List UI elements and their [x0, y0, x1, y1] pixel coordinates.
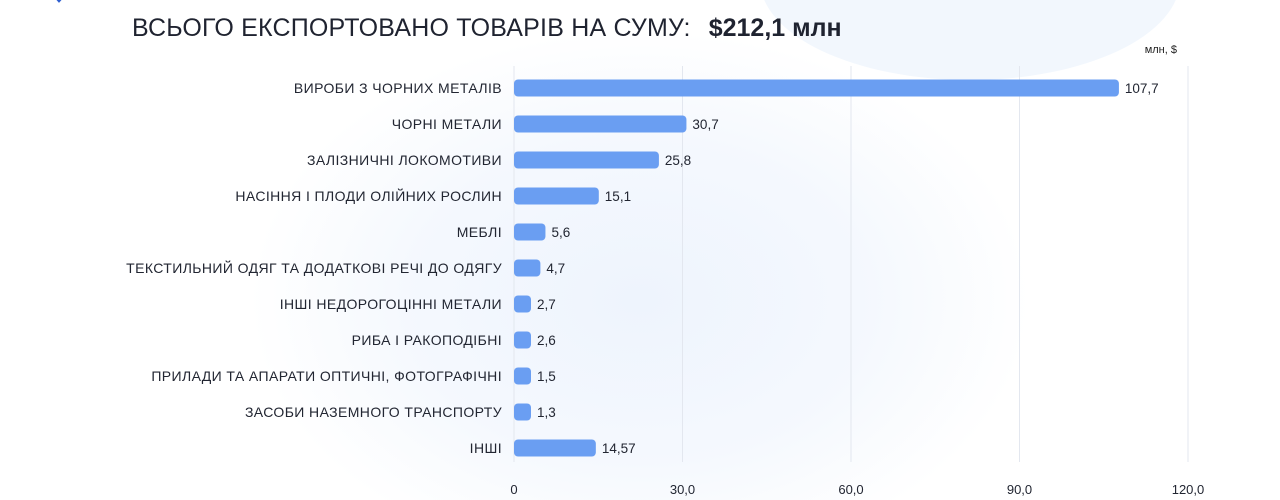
category-label: ТЕКСТИЛЬНИЙ ОДЯГ ТА ДОДАТКОВІ РЕЧІ ДО ОД… [126, 259, 502, 276]
corner-logo-icon [56, 0, 62, 3]
category-label: ЗАСОБИ НАЗЕМНОГО ТРАНСПОРТУ [245, 404, 502, 420]
value-label: 1,3 [537, 405, 556, 420]
bar [514, 151, 659, 169]
bar [514, 187, 599, 205]
bar [514, 223, 546, 241]
value-label: 1,5 [537, 369, 556, 384]
bar [514, 403, 531, 421]
x-tick-label: 120,0 [1172, 482, 1205, 497]
label-layer: ВИРОБИ З ЧОРНИХ МЕТАЛІВ 107,7 ЧОРНІ МЕТАЛИ… [126, 80, 1159, 456]
bar [514, 295, 531, 313]
category-label: ІНШІ НЕДОРОГОЦІННІ МЕТАЛИ [280, 296, 502, 312]
total-value: $212,1 млн [708, 14, 842, 42]
value-label: 4,7 [546, 261, 565, 276]
bar [514, 79, 1119, 97]
x-tick-label: 90,0 [1007, 482, 1032, 497]
category-label: ВИРОБИ З ЧОРНИХ МЕТАЛІВ [294, 80, 502, 96]
chart-title: ВСЬОГО ЕКСПОРТОВАНО ТОВАРІВ НА СУМУ: $21… [132, 14, 842, 50]
unit-label: млн, $ [1144, 44, 1177, 56]
category-label: ПРИЛАДИ ТА АПАРАТИ ОПТИЧНІ, ФОТОГРАФІЧНІ [151, 368, 502, 384]
value-label: 2,6 [537, 333, 556, 348]
value-label: 2,7 [537, 297, 556, 312]
category-label: ЗАЛІЗНИЧНІ ЛОКОМОТИВИ [307, 152, 502, 168]
x-tick-label: 60,0 [838, 482, 863, 497]
bar-layer [514, 79, 1119, 457]
category-label: МЕБЛІ [457, 224, 502, 240]
bar [514, 115, 687, 133]
category-label: ЧОРНІ МЕТАЛИ [392, 116, 502, 132]
title-text: ВСЬОГО ЕКСПОРТОВАНО ТОВАРІВ НА СУМУ: [132, 14, 691, 42]
value-label: 14,57 [602, 441, 636, 456]
x-tick-label: 30,0 [670, 482, 695, 497]
value-label: 15,1 [605, 189, 631, 204]
value-label: 107,7 [1125, 81, 1159, 96]
bar [514, 439, 596, 457]
value-label: 25,8 [665, 153, 691, 168]
x-axis-ticks: 0 30,0 60,0 90,0 120,0 [510, 482, 1204, 497]
value-label: 5,6 [551, 225, 570, 240]
bar [514, 331, 531, 349]
category-label: ІНШІ [470, 440, 502, 456]
category-label: НАСІННЯ І ПЛОДИ ОЛІЙНИХ РОСЛИН [235, 187, 502, 204]
category-label: РИБА І РАКОПОДІБНІ [352, 332, 502, 348]
value-label: 30,7 [692, 117, 718, 132]
x-tick-label: 0 [510, 482, 517, 497]
bar [514, 259, 541, 277]
bar [514, 367, 531, 385]
grid-layer [513, 66, 1189, 462]
